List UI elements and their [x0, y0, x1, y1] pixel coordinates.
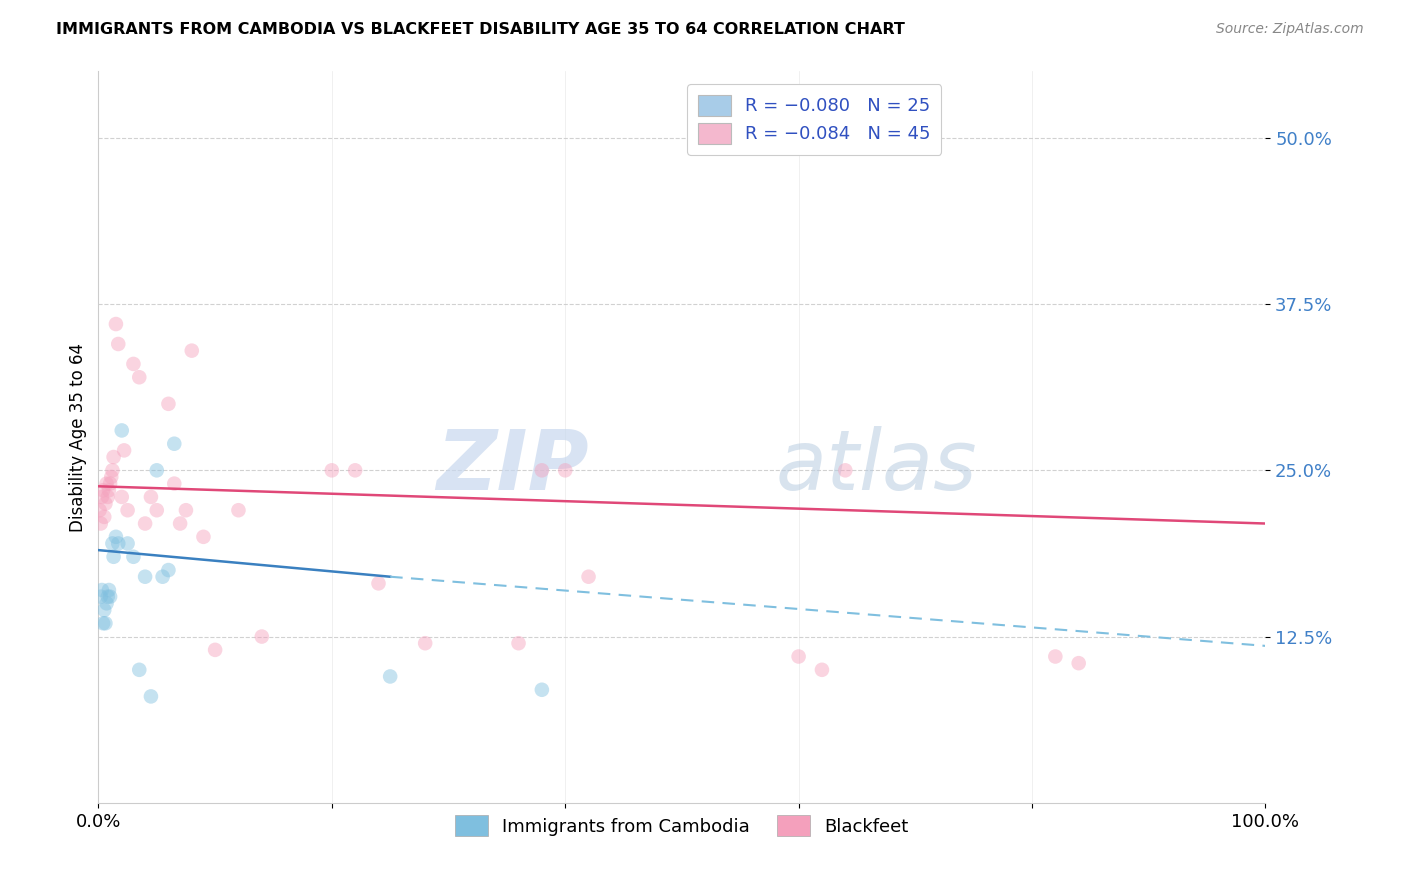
Point	[139, 690, 162, 704]
Point	[193, 530, 215, 544]
Point	[204, 643, 226, 657]
Point	[107, 337, 129, 351]
Point	[98, 590, 121, 604]
Point	[104, 317, 127, 331]
Point	[91, 616, 114, 631]
Point	[111, 490, 134, 504]
Point	[321, 463, 343, 477]
Point	[97, 490, 120, 504]
Point	[128, 370, 150, 384]
Point	[93, 603, 115, 617]
Point	[94, 616, 117, 631]
Point	[811, 663, 834, 677]
Point	[180, 343, 202, 358]
Point	[134, 516, 156, 531]
Point	[97, 483, 120, 498]
Point	[98, 476, 121, 491]
Point	[530, 463, 553, 477]
Point	[146, 503, 169, 517]
Point	[96, 476, 118, 491]
Y-axis label: Disability Age 35 to 64: Disability Age 35 to 64	[69, 343, 87, 532]
Point	[152, 570, 174, 584]
Point	[134, 570, 156, 584]
Point	[90, 490, 112, 504]
Point	[139, 490, 162, 504]
Point	[91, 483, 114, 498]
Point	[122, 549, 145, 564]
Point	[101, 463, 124, 477]
Point	[787, 649, 810, 664]
Point	[834, 463, 856, 477]
Point	[578, 570, 600, 584]
Point	[90, 590, 112, 604]
Point	[163, 476, 186, 491]
Point	[117, 536, 139, 550]
Point	[530, 682, 553, 697]
Point	[111, 424, 134, 438]
Point	[169, 516, 191, 531]
Point	[508, 636, 530, 650]
Point	[228, 503, 250, 517]
Point	[93, 509, 115, 524]
Point	[96, 596, 118, 610]
Point	[117, 503, 139, 517]
Point	[128, 663, 150, 677]
Text: atlas: atlas	[775, 425, 977, 507]
Text: IMMIGRANTS FROM CAMBODIA VS BLACKFEET DISABILITY AGE 35 TO 64 CORRELATION CHART: IMMIGRANTS FROM CAMBODIA VS BLACKFEET DI…	[56, 22, 905, 37]
Point	[122, 357, 145, 371]
Point	[1045, 649, 1067, 664]
Point	[250, 630, 273, 644]
Point	[90, 582, 112, 597]
Point	[163, 436, 186, 450]
Point	[344, 463, 367, 477]
Point	[103, 450, 125, 464]
Point	[90, 516, 112, 531]
Point	[554, 463, 576, 477]
Point	[157, 563, 180, 577]
Point	[367, 576, 389, 591]
Point	[89, 503, 111, 517]
Point	[1067, 656, 1090, 670]
Text: ZIP: ZIP	[436, 425, 589, 507]
Legend: Immigrants from Cambodia, Blackfeet: Immigrants from Cambodia, Blackfeet	[446, 806, 918, 845]
Point	[94, 497, 117, 511]
Point	[413, 636, 436, 650]
Point	[97, 582, 120, 597]
Point	[101, 536, 124, 550]
Text: Source: ZipAtlas.com: Source: ZipAtlas.com	[1216, 22, 1364, 37]
Point	[104, 530, 127, 544]
Point	[157, 397, 180, 411]
Point	[112, 443, 135, 458]
Point	[174, 503, 197, 517]
Point	[107, 536, 129, 550]
Point	[97, 590, 120, 604]
Point	[100, 470, 122, 484]
Point	[146, 463, 169, 477]
Point	[380, 669, 402, 683]
Point	[103, 549, 125, 564]
